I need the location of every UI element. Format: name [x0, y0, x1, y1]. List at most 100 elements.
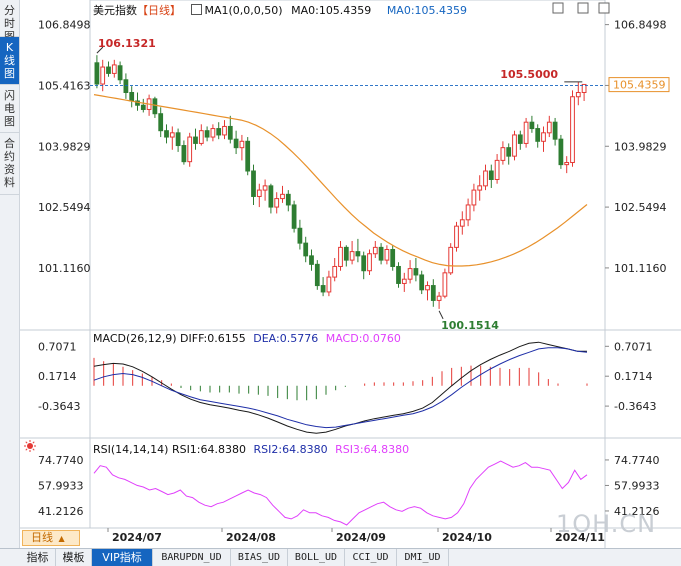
candle — [291, 200, 297, 233]
rsi-axis-label-left: 41.2126 — [38, 505, 84, 518]
macd-axis-label-left: -0.3643 — [38, 400, 80, 413]
candle-body — [506, 147, 512, 157]
candle-body — [140, 104, 146, 110]
main-axis-label-left: 106.8498 — [38, 19, 91, 32]
candle — [251, 164, 256, 205]
rsi1-value: RSI1:64.8380 — [171, 443, 246, 456]
candle-body — [436, 295, 442, 301]
candle-body — [500, 147, 506, 161]
x-axis-label: 2024/11 — [555, 531, 605, 544]
macd-axis-label-left: 0.1714 — [38, 370, 77, 383]
candle — [552, 117, 558, 146]
chart-area: 106.8498106.8498105.4163105.4163103.9829… — [20, 0, 681, 548]
period-label[interactable]: 【日线】 — [137, 4, 181, 17]
x-axis-label: 2024/07 — [112, 531, 162, 544]
rsi-settings-icon-ray — [25, 448, 28, 451]
candle-body — [303, 242, 309, 257]
candle — [367, 249, 372, 275]
candle — [239, 134, 245, 161]
candle — [204, 126, 210, 142]
rsi-settings-icon-core — [27, 443, 33, 449]
macd-header: MACD(26,12,9) DIFF:0.6155 DEA:0.5776 MAC… — [93, 332, 401, 345]
main-axis-label-left: 102.5494 — [38, 201, 91, 214]
macd-axis-label: 0.7071 — [614, 340, 653, 353]
left-tab-bar: 分时图K线图闪电图合约资料 — [0, 0, 20, 548]
bottom-tab-6[interactable]: BOLL_UD — [288, 549, 345, 566]
candle-body — [123, 79, 129, 94]
candle-body — [326, 276, 332, 293]
candle-body — [198, 130, 204, 144]
candle-body — [523, 121, 529, 144]
candle — [146, 94, 152, 116]
candle — [558, 134, 564, 169]
x-axis-label: 2024/08 — [226, 531, 276, 544]
ma-toggle-icon[interactable] — [190, 4, 202, 15]
ma0-value: MA0:105.4359 — [291, 4, 372, 17]
high-right-annotation: 105.5000 — [500, 68, 558, 81]
candle — [564, 156, 570, 174]
candle — [129, 86, 135, 108]
candle-body — [175, 132, 181, 147]
high-left-annotation: 106.1321 — [98, 37, 156, 50]
candle-body — [361, 255, 367, 272]
macd-axis-label-left: 0.7071 — [38, 340, 77, 353]
rsi-line — [93, 460, 588, 526]
candle — [338, 241, 343, 271]
restore-icon[interactable] — [598, 2, 610, 14]
candle-body — [448, 246, 454, 274]
candle-body — [204, 130, 210, 138]
bottom-tab-3[interactable]: VIP指标 — [92, 549, 153, 566]
candle-body — [251, 170, 256, 197]
candle-body — [465, 204, 471, 221]
rsi-settings-icon — [24, 440, 36, 452]
bottom-toolbar: 指标 模板 VIP指标 BARUPDN_UD BIAS_UD BOLL_UD CCI_UD D… — [0, 548, 681, 566]
bottom-tab-8[interactable]: DMI_UD — [397, 549, 449, 566]
candle-body — [239, 140, 245, 149]
candle-body — [343, 246, 349, 261]
current-price-tag: 105.4359 — [613, 79, 666, 92]
candle-body — [512, 134, 517, 157]
candle — [575, 81, 581, 106]
candle — [227, 115, 233, 144]
candle-body — [169, 132, 175, 138]
candle — [361, 251, 367, 280]
candle-body — [442, 272, 448, 297]
candle — [326, 270, 332, 297]
candle — [349, 241, 355, 265]
candle-body — [268, 185, 274, 208]
macd-macd-value: MACD:0.0760 — [325, 332, 401, 345]
period-selector[interactable]: 日线 ▲ — [22, 530, 80, 546]
candle — [285, 190, 291, 212]
left-tab-1[interactable]: 分时图 — [0, 0, 19, 43]
candle — [372, 241, 378, 258]
candle-body — [372, 246, 378, 255]
settings-icon[interactable] — [552, 2, 564, 14]
bottom-tab-4[interactable]: BARUPDN_UD — [153, 549, 231, 566]
candle-body — [117, 65, 123, 81]
candle-body — [390, 249, 396, 267]
bottom-tab-5[interactable]: BIAS_UD — [231, 549, 288, 566]
candle — [320, 277, 326, 297]
candle — [297, 219, 303, 250]
left-tab-3[interactable]: 闪电图 — [0, 85, 19, 133]
candle — [140, 98, 146, 113]
candle-body — [477, 185, 483, 191]
left-tab-4[interactable]: 合约资料 — [0, 133, 19, 195]
candle — [222, 120, 227, 140]
symbol-name: 美元指数 — [93, 4, 137, 17]
candle-body — [129, 92, 135, 102]
candle — [198, 124, 204, 146]
candle-body — [314, 263, 320, 287]
candle — [193, 128, 198, 150]
minimize-icon[interactable] — [577, 2, 589, 14]
bottom-tab-2[interactable]: 模板 — [56, 549, 92, 566]
candle — [332, 257, 338, 282]
macd-axis-label: -0.3643 — [614, 400, 656, 413]
candle-body — [419, 274, 425, 291]
bottom-tab-1[interactable]: 指标 — [20, 549, 56, 566]
candle — [274, 192, 280, 214]
rsi2-value: RSI2:64.8380 — [253, 443, 328, 456]
bottom-tab-7[interactable]: CCI_UD — [345, 549, 397, 566]
macd-name: MACD(26,12,9) — [93, 332, 177, 345]
